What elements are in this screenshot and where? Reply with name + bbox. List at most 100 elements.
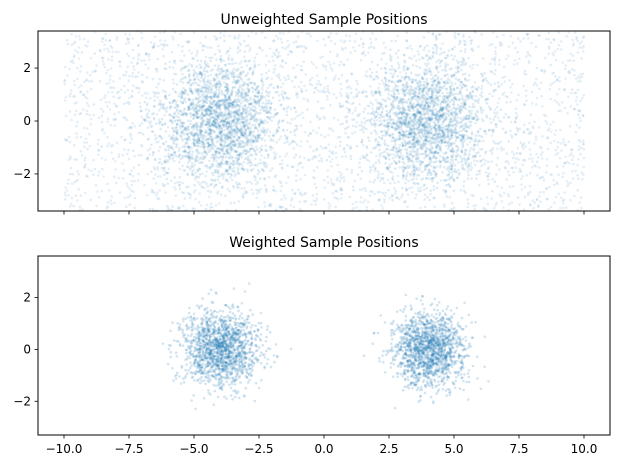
- scatter-point: [299, 177, 302, 181]
- scatter-point: [147, 67, 150, 70]
- scatter-point: [187, 151, 191, 154]
- scatter-point: [177, 149, 181, 153]
- scatter-point: [305, 32, 309, 35]
- scatter-point: [184, 126, 187, 129]
- scatter-point: [563, 162, 566, 165]
- scatter-point: [325, 94, 329, 98]
- scatter-point: [345, 119, 349, 123]
- scatter-point: [408, 164, 412, 168]
- scatter-point: [368, 170, 372, 174]
- scatter-point: [336, 163, 340, 167]
- scatter-point: [230, 141, 233, 145]
- scatter-point: [501, 76, 505, 79]
- scatter-point: [578, 126, 581, 129]
- scatter-point: [531, 102, 534, 105]
- scatter-point: [435, 52, 438, 55]
- scatter-point: [268, 90, 272, 94]
- scatter-point: [431, 83, 434, 87]
- scatter-point: [528, 184, 532, 188]
- scatter-point: [356, 173, 360, 176]
- scatter-point: [468, 105, 471, 109]
- scatter-point: [175, 131, 179, 134]
- scatter-point: [115, 181, 118, 185]
- scatter-point: [545, 122, 549, 125]
- scatter-point: [422, 96, 426, 100]
- scatter-point: [255, 148, 259, 151]
- scatter-point: [553, 183, 556, 187]
- scatter-point: [324, 43, 327, 47]
- scatter-point: [190, 153, 194, 156]
- scatter-point: [67, 194, 70, 197]
- scatter-point: [78, 112, 81, 116]
- scatter-point: [65, 189, 69, 192]
- scatter-point: [435, 38, 438, 41]
- scatter-point: [296, 169, 299, 172]
- scatter-point: [173, 159, 176, 163]
- scatter-point: [215, 110, 218, 114]
- scatter-point: [273, 64, 277, 67]
- scatter-point: [229, 128, 232, 131]
- scatter-point: [493, 57, 496, 61]
- scatter-point: [163, 39, 167, 43]
- scatter-point: [244, 191, 247, 195]
- scatter-point: [296, 45, 300, 49]
- scatter-point: [92, 158, 95, 162]
- scatter-point: [558, 87, 561, 91]
- scatter-point: [185, 114, 188, 117]
- scatter-point: [581, 114, 585, 118]
- scatter-point: [371, 32, 374, 35]
- scatter-point: [164, 94, 167, 98]
- scatter-point: [552, 71, 556, 75]
- scatter-point: [420, 178, 423, 182]
- scatter-point: [149, 41, 153, 44]
- scatter-point: [487, 178, 490, 181]
- scatter-point: [263, 177, 266, 180]
- scatter-point: [248, 134, 252, 137]
- scatter-point: [97, 170, 101, 174]
- scatter-point: [253, 56, 257, 60]
- scatter-point: [148, 122, 152, 125]
- scatter-point: [158, 31, 162, 34]
- scatter-point: [138, 124, 141, 127]
- scatter-point: [396, 34, 399, 38]
- scatter-point: [306, 140, 309, 143]
- scatter-point: [581, 72, 585, 75]
- scatter-point: [234, 80, 237, 83]
- scatter-point: [198, 192, 201, 195]
- scatter-point: [391, 89, 394, 93]
- scatter-point: [564, 143, 568, 146]
- scatter-point: [577, 145, 581, 148]
- scatter-point: [323, 117, 327, 120]
- scatter-point: [251, 72, 255, 75]
- scatter-point: [413, 150, 417, 154]
- scatter-point: [218, 68, 221, 71]
- scatter-point: [159, 127, 162, 131]
- scatter-point: [177, 207, 181, 210]
- scatter-point: [493, 59, 496, 62]
- scatter-point: [256, 139, 260, 143]
- scatter-point: [153, 35, 157, 39]
- scatter-point: [347, 111, 351, 114]
- scatter-point: [271, 189, 275, 192]
- scatter-point: [262, 162, 266, 166]
- scatter-point: [498, 41, 501, 45]
- scatter-point: [106, 135, 109, 139]
- scatter-point: [198, 151, 201, 155]
- scatter-point: [502, 191, 506, 195]
- scatter-point: [310, 61, 313, 64]
- scatter-point: [569, 91, 573, 95]
- scatter-point: [352, 101, 355, 105]
- scatter-point: [197, 96, 201, 99]
- scatter-point: [451, 159, 455, 162]
- scatter-point: [281, 119, 285, 122]
- scatter-point: [73, 113, 77, 117]
- scatter-point: [224, 194, 227, 197]
- scatter-point: [367, 104, 371, 108]
- scatter-point: [419, 206, 422, 210]
- scatter-point: [244, 95, 247, 98]
- scatter-point: [286, 39, 290, 43]
- scatter-point: [572, 59, 576, 63]
- scatter-point: [289, 121, 292, 125]
- scatter-point: [158, 102, 161, 105]
- scatter-point: [577, 113, 580, 116]
